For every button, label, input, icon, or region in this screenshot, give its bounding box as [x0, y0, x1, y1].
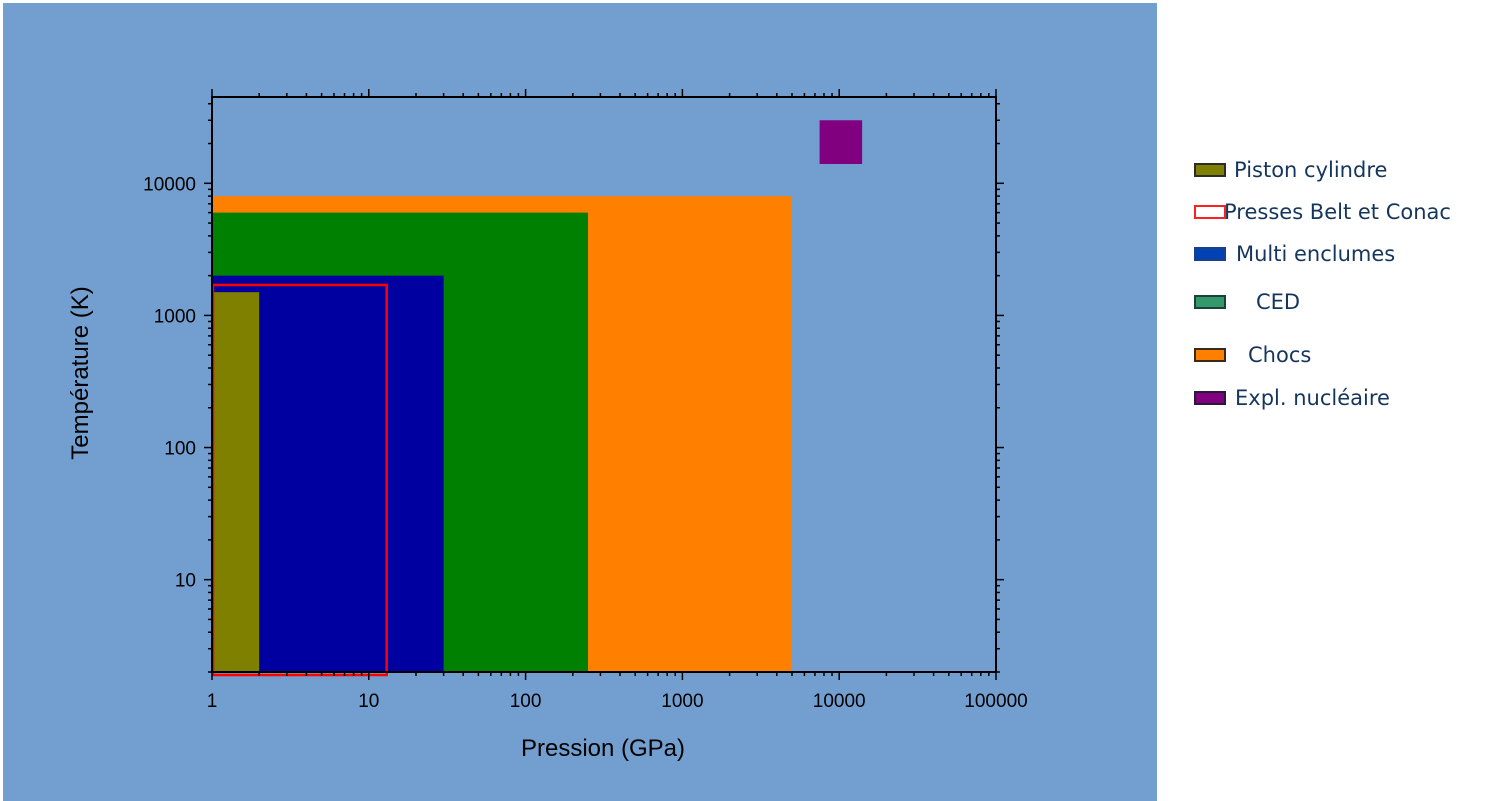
region-expl-nucleaire — [819, 120, 863, 164]
legend-label: Piston cylindre — [1234, 158, 1388, 182]
legend-swatch — [1194, 391, 1226, 405]
y-tick-label: 100 — [164, 439, 196, 460]
legend-item-piston-cylindre: Piston cylindre — [1194, 158, 1387, 182]
legend-item-multi-enclumes: Multi enclumes — [1194, 242, 1395, 266]
legend-swatch — [1194, 247, 1226, 261]
legend: Piston cylindre Presses Belt et Conac Mu… — [1194, 0, 1489, 801]
legend-swatch — [1194, 348, 1226, 362]
x-tick-label: 10000 — [813, 691, 866, 712]
x-tick-label: 100 — [510, 691, 542, 712]
chart-marks — [211, 120, 863, 677]
legend-item-ced: CED — [1194, 290, 1300, 314]
y-axis-label: Température (K) — [67, 286, 94, 459]
x-tick-label: 100000 — [964, 691, 1027, 712]
y-tick-label: 10 — [175, 571, 196, 592]
legend-label: Expl. nucléaire — [1235, 386, 1390, 410]
legend-label: CED — [1256, 290, 1301, 314]
x-tick-label: 10 — [358, 691, 379, 712]
legend-item-chocs: Chocs — [1194, 343, 1311, 367]
x-tick-label: 1000 — [661, 691, 703, 712]
legend-label: Presses Belt et Conac — [1224, 200, 1451, 224]
legend-item-expl-nucleaire: Expl. nucléaire — [1194, 386, 1390, 410]
legend-swatch — [1194, 163, 1226, 177]
legend-swatch — [1194, 205, 1226, 219]
legend-swatch — [1194, 295, 1226, 309]
y-tick-label: 1000 — [154, 306, 196, 327]
x-axis-label: Pression (GPa) — [521, 735, 685, 762]
legend-item-presses-belt-conac: Presses Belt et Conac — [1194, 200, 1451, 224]
x-tick-label: 1 — [207, 691, 218, 712]
y-tick-label: 10000 — [143, 174, 196, 195]
region-piston-cylindre — [212, 292, 260, 672]
legend-label: Chocs — [1248, 343, 1312, 367]
chart-axes: 1 10 100 1000 10000 100000 10 100 1000 10000 — [143, 89, 1028, 712]
legend-label: Multi enclumes — [1236, 242, 1396, 266]
